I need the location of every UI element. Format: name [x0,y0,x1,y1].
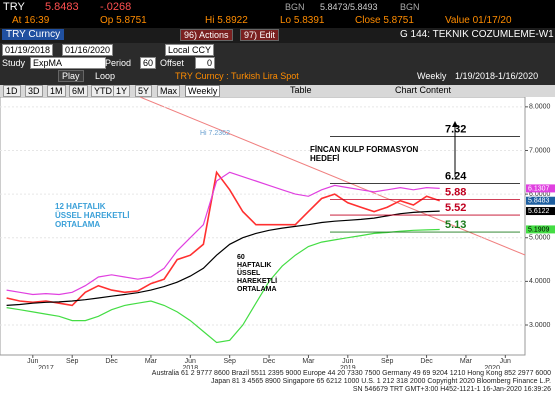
page-title: G 144: TEKNIK COZUMLEME-W1 [400,29,554,40]
high: Hi 5.8922 [205,15,248,26]
play-button[interactable]: Play [58,70,84,82]
series-line [6,210,440,306]
value-tag [526,184,555,193]
y-tick-label: 7.0000 [529,147,551,154]
end-date[interactable]: 01/16/2020 [62,44,114,56]
close: Close 5.8751 [355,15,414,26]
value-tag [526,196,555,205]
source: BGN [400,2,420,12]
x-tick-label: Mar [302,358,315,365]
description: TRY Curncy : Turkish Lira Spot [175,71,299,81]
annotation: FİNCAN KULP FORMASYON HEDEFİ [310,145,419,163]
x-tick-label: Jun [500,358,511,365]
y-tick-label: 5.0000 [529,235,551,242]
range-button[interactable]: 1D [3,85,21,97]
value-tag [526,225,555,234]
frequency: Weekly [417,71,447,81]
trend-line [139,97,526,256]
period-select[interactable]: Weekly [185,85,221,97]
y-tick-label: 4.0000 [529,278,551,285]
range-button[interactable]: 1M [47,85,66,97]
ticker: TRY [3,1,25,13]
y-tick-label: 8.0000 [529,104,551,111]
x-tick-label: Sep [66,358,79,365]
level-label: 7.32 [445,123,466,135]
year-label: 2019 [340,365,356,369]
footer: Australia 61 2 9777 8600 Brazil 5511 239… [0,369,555,400]
year-label: 2017 [38,365,54,369]
price: 5.8483 [45,1,79,13]
source: BGN [285,2,305,12]
change: -.0268 [100,1,132,13]
value-tag-label: 5.8483 [528,198,550,205]
actions-button[interactable]: 96) Actions [180,29,233,41]
x-tick-label: Sep [223,358,236,365]
chart: 3.00004.00005.00006.00007.00008.0000Jun2… [0,97,555,369]
x-tick-label: Dec [105,358,118,365]
time: At 16:39 [12,15,50,26]
level-label: 5.13 [445,219,466,231]
series-line [6,170,440,307]
range-button[interactable]: 6M [69,85,88,97]
y-tick-label: 6.0000 [529,191,551,198]
annotation: Hi 7.2362 [200,130,230,137]
x-tick-label: Mar [145,358,158,365]
period-label: Period [105,58,132,68]
x-tick-label: Sep [381,358,394,365]
study-label: Study [2,58,26,68]
period[interactable]: 60 [140,57,157,69]
annotation: 60 HAFTALIK ÜSSEL HAREKETLİ ORTALAMA [237,254,277,293]
year-label: 2018 [183,365,199,369]
x-tick-label: Jun [185,358,196,365]
value-tag [526,207,555,216]
toolbar: Weekly Table Chart Content 1D 3D 1M 6M YTD 1Y… [0,85,555,97]
value-date: Value 01/17/20 [445,15,512,26]
currency[interactable]: Local CCY [165,44,215,56]
edit-button[interactable]: 97) Edit [240,29,280,41]
range: 1/19/2018-1/16/2020 [455,71,539,81]
bid-ask: 5.8473/5.8493 [320,2,378,12]
quote-bar: TRY 5.8483 -.0268 BGN 5.8473/5.8493 BGN … [0,0,555,28]
x-tick-label: Jun [342,358,353,365]
footer-line: Australia 61 2 9777 8600 Brazil 5511 239… [151,370,551,377]
value-tag-label: 5.6122 [528,208,550,215]
security[interactable]: TRY Curncy [2,29,65,40]
value-tag-label: 5.1909 [528,226,550,233]
offset[interactable]: 0 [195,57,215,69]
x-tick-label: Dec [263,358,276,365]
level-label: 6.24 [445,171,467,183]
chart-content-button[interactable]: Chart Content [395,85,452,95]
controls: 01/19/2018 01/16/2020 Local CCY Study Ex… [0,43,555,85]
table-button[interactable]: Table [290,85,312,95]
y-tick-label: 3.0000 [529,322,551,329]
range-button[interactable]: 5Y [135,85,153,97]
start-date[interactable]: 01/19/2018 [2,44,54,56]
low: Lo 5.8391 [280,15,325,26]
footer-line: Japan 81 3 4565 8900 Singapore 65 6212 1… [210,378,551,385]
x-tick-label: Mar [460,358,473,365]
value-tag-label: 6.1307 [528,185,550,192]
open: Op 5.8751 [100,15,147,26]
year-label: 2020 [484,365,500,369]
series-line [6,171,440,296]
series-line [6,228,440,344]
footer-line: SN 546679 TRT GMT+3:00 H452-1121-1 16-Ja… [352,386,551,393]
plot-area [0,97,526,356]
offset-label: Offset [160,58,184,68]
level-label: 5.52 [445,202,466,214]
study[interactable]: ExpMA [30,57,106,69]
range-button[interactable]: YTD [91,85,115,97]
x-tick-label: Dec [420,358,433,365]
annotation: 12 HAFTALIK ÜSSEL HAREKETLİ ORTALAMA [55,202,130,229]
loop[interactable]: Loop [95,71,116,81]
range-button[interactable]: 3D [25,85,43,97]
range-button[interactable]: 1Y [113,85,131,97]
arrow-head [452,121,458,127]
title-bar: TRY Curncy 96) Actions 97) Edit G 144: T… [0,28,555,43]
level-label: 5.88 [445,186,466,198]
x-tick-label: Jun [27,358,38,365]
range-button[interactable]: Max [157,85,181,97]
